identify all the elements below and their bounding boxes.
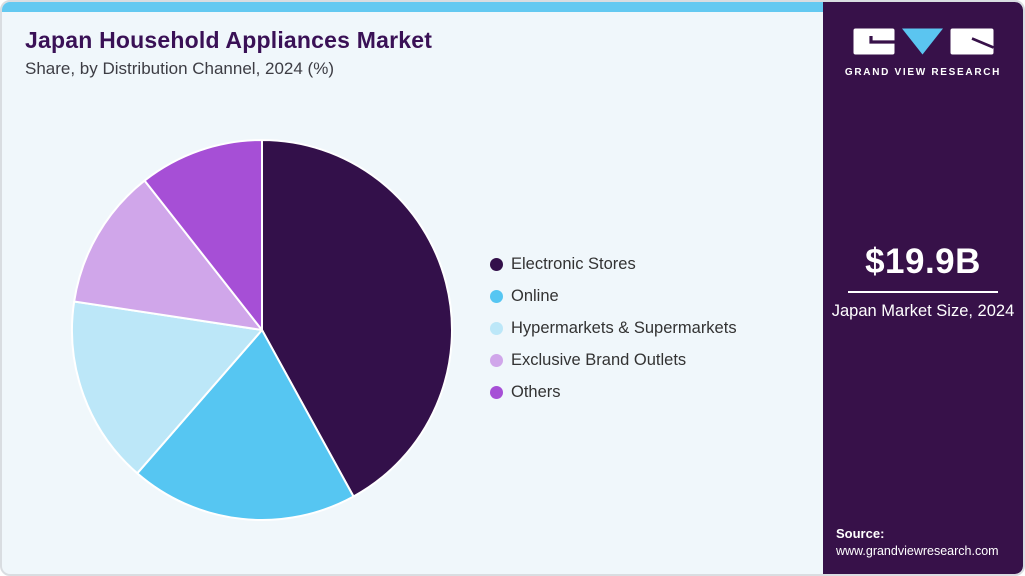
top-accent-bar [2,2,823,12]
legend-item-electronic-stores: Electronic Stores [490,255,737,273]
market-size-value: $19.9B [865,242,981,281]
pie-chart [71,139,453,521]
brand-name: GRAND VIEW RESEARCH [844,67,1002,78]
legend-item-online: Online [490,287,737,305]
legend-label: Electronic Stores [511,255,636,273]
pie-slice-exclusive-brand-outlets [73,179,263,331]
market-size-block: $19.9B Japan Market Size, 2024 [831,242,1015,322]
legend-item-others: Others [490,383,737,401]
market-size-label: Japan Market Size, 2024 [831,302,1015,320]
chart-legend: Electronic Stores Online Hypermarkets & Su… [490,255,737,401]
pie-slice-electronic-stores [261,139,453,498]
legend-item-exclusive-brand-outlets: Exclusive Brand Outlets [490,351,737,369]
legend-bullet-icon [490,322,503,335]
page-subtitle: Share, by Distribution Channel, 2024 (%) [25,59,334,79]
pie-slice-hypermarkets-supermarkets [71,300,263,475]
legend-bullet-icon [490,290,503,303]
legend-label: Online [511,287,559,305]
page-title: Japan Household Appliances Market [25,27,433,53]
source-block: Source: www.grandviewresearch.com [836,526,999,558]
market-divider [848,291,998,293]
legend-label: Exclusive Brand Outlets [511,351,687,369]
pie-chart-container [62,130,462,530]
legend-label: Others [511,383,561,401]
source-label: Source: [836,526,885,541]
pie-slice-online [136,329,355,521]
legend-label: Hypermarkets & Supermarkets [511,319,737,337]
legend-bullet-icon [490,258,503,271]
sidebar: GRAND VIEW RESEARCH $19.9B Japan Market … [823,2,1023,574]
pie-slice-others [143,139,263,331]
legend-bullet-icon [490,386,503,399]
brand-logo-block: GRAND VIEW RESEARCH [823,28,1023,78]
legend-bullet-icon [490,354,503,367]
header: Japan Household Appliances Market Share,… [25,27,433,79]
legend-item-hypermarkets-supermarkets: Hypermarkets & Supermarkets [490,319,737,337]
source-url: www.grandviewresearch.com [836,544,999,558]
gvr-logo-icon [853,28,994,55]
